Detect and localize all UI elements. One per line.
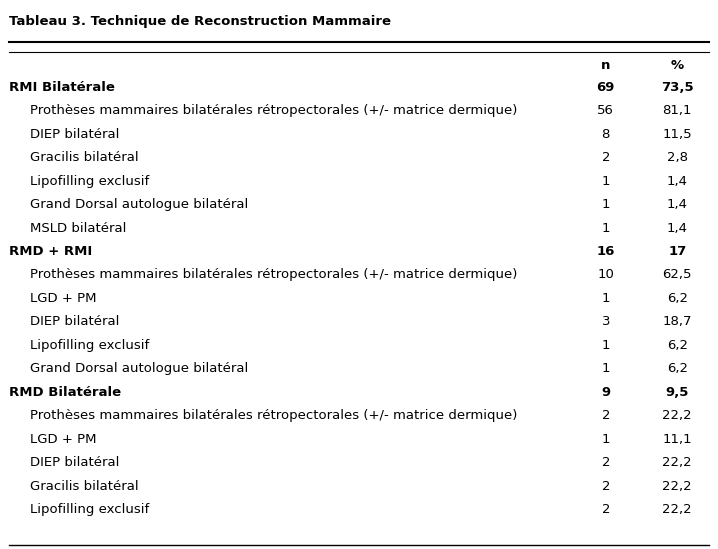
Text: 3: 3 [602,316,610,328]
Text: RMD + RMI: RMD + RMI [9,245,92,258]
Text: 22,2: 22,2 [663,456,692,469]
Text: Prothèses mammaires bilatérales rétropectorales (+/- matrice dermique): Prothèses mammaires bilatérales rétropec… [30,268,518,282]
Text: Gracilis bilatéral: Gracilis bilatéral [30,480,139,493]
Text: RMI Bilatérale: RMI Bilatérale [9,81,114,93]
Text: 1: 1 [602,362,610,376]
Text: 11,1: 11,1 [663,433,692,446]
Text: n: n [601,59,610,72]
Text: 1,4: 1,4 [667,198,688,211]
Text: 9: 9 [601,386,610,399]
Text: 73,5: 73,5 [661,81,694,93]
Text: 22,2: 22,2 [663,480,692,493]
Text: 1,4: 1,4 [667,221,688,234]
Text: 1,4: 1,4 [667,175,688,188]
Text: MSLD bilatéral: MSLD bilatéral [30,221,126,234]
Text: 6,2: 6,2 [667,292,688,305]
Text: RMD Bilatérale: RMD Bilatérale [9,386,121,399]
Text: LGD + PM: LGD + PM [30,433,96,446]
Text: Gracilis bilatéral: Gracilis bilatéral [30,151,139,164]
Text: 2: 2 [602,151,610,164]
Text: 2,8: 2,8 [667,151,688,164]
Text: DIEP bilatéral: DIEP bilatéral [30,316,119,328]
Text: 1: 1 [602,175,610,188]
Text: DIEP bilatéral: DIEP bilatéral [30,456,119,469]
Text: 2: 2 [602,456,610,469]
Text: 2: 2 [602,480,610,493]
Text: DIEP bilatéral: DIEP bilatéral [30,127,119,141]
Text: Lipofilling exclusif: Lipofilling exclusif [30,503,149,517]
Text: 81,1: 81,1 [663,104,692,117]
Text: 17: 17 [668,245,686,258]
Text: LGD + PM: LGD + PM [30,292,96,305]
Text: Prothèses mammaires bilatérales rétropectorales (+/- matrice dermique): Prothèses mammaires bilatérales rétropec… [30,410,518,422]
Text: 8: 8 [602,127,610,141]
Text: Prothèses mammaires bilatérales rétropectorales (+/- matrice dermique): Prothèses mammaires bilatérales rétropec… [30,104,518,117]
Text: 1: 1 [602,433,610,446]
Text: 1: 1 [602,198,610,211]
Text: 69: 69 [597,81,615,93]
Text: Grand Dorsal autologue bilatéral: Grand Dorsal autologue bilatéral [30,362,248,376]
Text: 56: 56 [597,104,614,117]
Text: 11,5: 11,5 [663,127,692,141]
Text: 6,2: 6,2 [667,339,688,352]
Text: 2: 2 [602,503,610,517]
Text: 1: 1 [602,292,610,305]
Text: 10: 10 [597,268,614,282]
Text: 18,7: 18,7 [663,316,692,328]
Text: 1: 1 [602,221,610,234]
Text: 62,5: 62,5 [663,268,692,282]
Text: Tableau 3. Technique de Reconstruction Mammaire: Tableau 3. Technique de Reconstruction M… [9,15,391,28]
Text: %: % [671,59,684,72]
Text: 2: 2 [602,410,610,422]
Text: 16: 16 [597,245,615,258]
Text: 22,2: 22,2 [663,410,692,422]
Text: 6,2: 6,2 [667,362,688,376]
Text: Lipofilling exclusif: Lipofilling exclusif [30,339,149,352]
Text: 1: 1 [602,339,610,352]
Text: 22,2: 22,2 [663,503,692,517]
Text: Grand Dorsal autologue bilatéral: Grand Dorsal autologue bilatéral [30,198,248,211]
Text: 9,5: 9,5 [666,386,689,399]
Text: Lipofilling exclusif: Lipofilling exclusif [30,175,149,188]
